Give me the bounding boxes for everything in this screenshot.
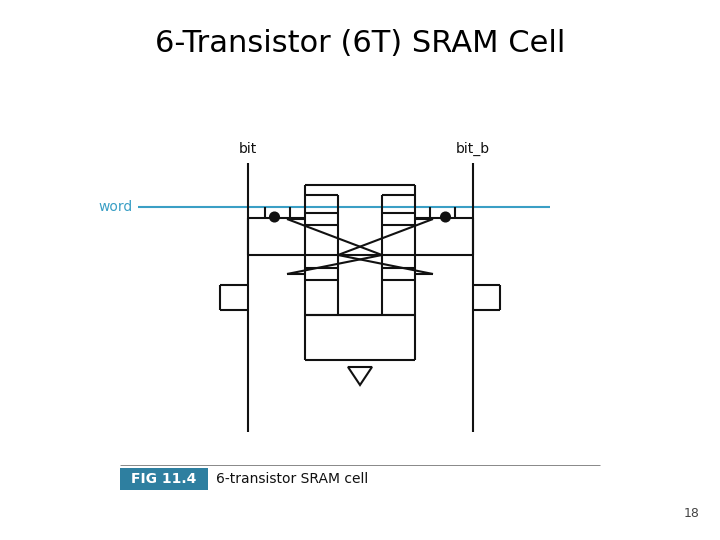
Polygon shape <box>348 367 372 385</box>
Circle shape <box>270 213 279 221</box>
Bar <box>120 468 208 490</box>
Text: FIG 11.4: FIG 11.4 <box>131 472 197 486</box>
Text: word: word <box>99 200 133 214</box>
Circle shape <box>441 213 450 221</box>
Text: 6-Transistor (6T) SRAM Cell: 6-Transistor (6T) SRAM Cell <box>155 29 565 57</box>
Text: 6-transistor SRAM cell: 6-transistor SRAM cell <box>216 472 368 486</box>
Text: 18: 18 <box>684 507 700 520</box>
Text: bit_b: bit_b <box>456 142 490 156</box>
Text: bit: bit <box>239 142 257 156</box>
